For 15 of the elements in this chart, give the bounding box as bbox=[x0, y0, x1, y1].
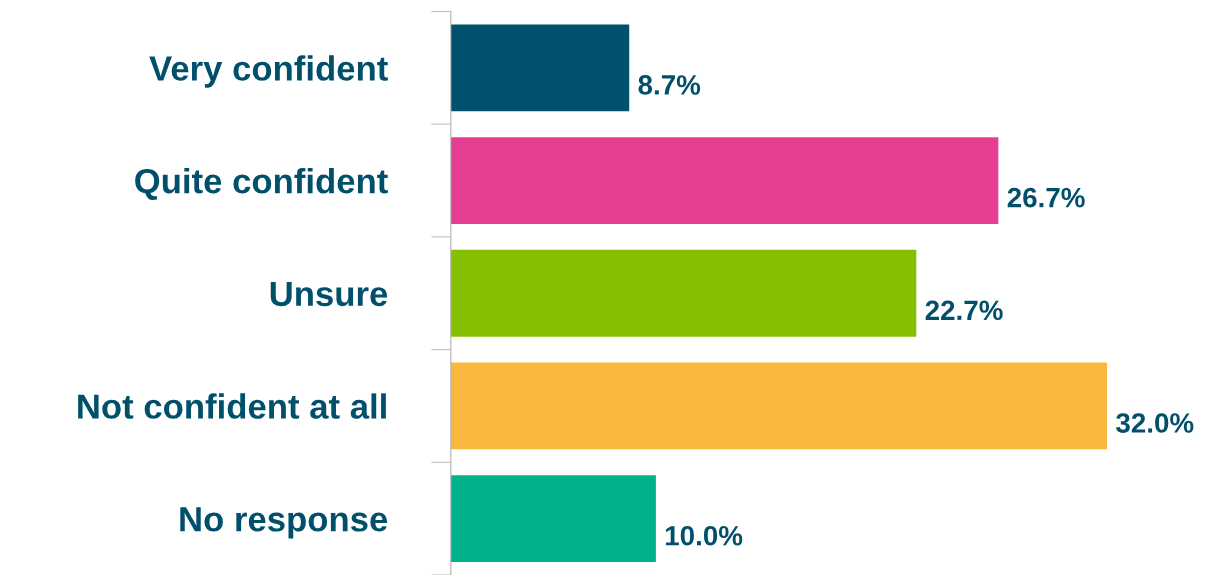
bar bbox=[450, 475, 656, 563]
data-label: 22.7% bbox=[925, 300, 1003, 321]
data-label: 8.7% bbox=[638, 75, 701, 95]
bar bbox=[450, 362, 1108, 450]
y-tick-label: No response bbox=[180, 507, 388, 539]
y-tick-label: Quite confident bbox=[135, 167, 388, 200]
y-tick-label: Not confident at all bbox=[78, 393, 386, 419]
data-label: 10.0% bbox=[665, 525, 743, 546]
bar bbox=[450, 24, 630, 112]
data-label: 32.0% bbox=[1116, 413, 1194, 433]
y-tick-label: Very confident bbox=[149, 55, 388, 88]
bar bbox=[450, 249, 917, 337]
data-label: 26.7% bbox=[1007, 187, 1085, 208]
y-tick-label: Unsure bbox=[270, 281, 388, 307]
bar bbox=[450, 137, 999, 224]
